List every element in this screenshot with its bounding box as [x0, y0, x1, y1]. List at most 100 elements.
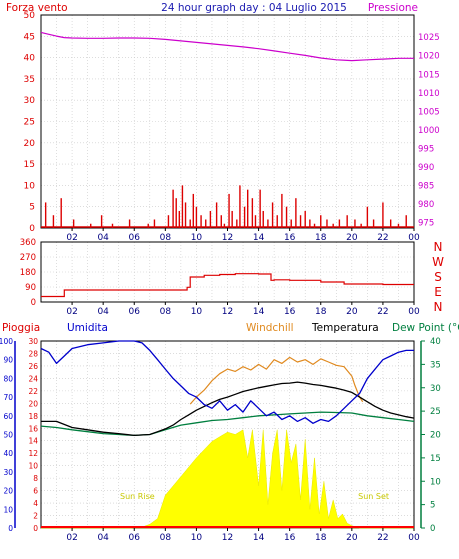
pressure-ytick-980: 980 — [418, 200, 434, 210]
rain-ytick-28: 28 — [28, 349, 38, 358]
humidity-ytick-10: 10 — [3, 505, 13, 514]
pressure-line — [40, 31, 414, 62]
wind-bar — [205, 219, 207, 228]
wind-bar — [172, 189, 174, 228]
wind-bar — [295, 198, 297, 228]
wind-xtick-label-00: 00 — [408, 233, 420, 243]
temp-ytick-15: 15 — [430, 454, 441, 464]
temp-ytick-20: 20 — [430, 431, 441, 441]
pressure-ytick-1015: 1015 — [418, 70, 440, 80]
wind-bar — [231, 210, 233, 228]
wind-bar — [267, 219, 269, 228]
temp-xtick-label-08: 08 — [160, 533, 172, 543]
wind-bar — [259, 189, 261, 228]
wind-ytick-0: 0 — [29, 224, 35, 234]
dir-xtick-label-12: 12 — [222, 307, 233, 317]
wind-bar — [276, 215, 278, 228]
pressure-ytick-1025: 1025 — [418, 33, 440, 43]
wind-bar — [236, 219, 238, 228]
wind-bar — [52, 215, 55, 228]
sunset-label: Sun Set — [358, 492, 389, 501]
wind-bar — [200, 215, 202, 228]
wind-bar — [220, 215, 222, 228]
rain-ytick-4: 4 — [33, 499, 38, 508]
humidity-ytick-0: 0 — [8, 524, 13, 533]
sun-area — [41, 429, 414, 529]
dir-xtick-label-22: 22 — [377, 307, 388, 317]
wind-bar — [360, 223, 362, 228]
wind-bar — [44, 202, 47, 228]
wind-xtick-label-12: 12 — [222, 233, 233, 243]
wind-bar — [332, 223, 334, 228]
wind-bar — [389, 219, 392, 228]
direction-line — [41, 273, 414, 298]
pressure-ytick-995: 995 — [418, 144, 434, 154]
wind-ytick-5: 5 — [29, 203, 35, 213]
temp-xtick-label-20: 20 — [346, 533, 358, 543]
wind-bar — [175, 198, 177, 228]
wind-bar — [309, 219, 311, 228]
wind-bar — [271, 202, 274, 228]
temp-xtick-label-14: 14 — [253, 533, 265, 543]
wind-ytick-40: 40 — [24, 54, 36, 64]
pressure-ytick-1000: 1000 — [418, 126, 440, 136]
temp-xtick-label-16: 16 — [284, 533, 296, 543]
wind-xtick-label-10: 10 — [191, 233, 203, 243]
humidity-ytick-70: 70 — [3, 393, 13, 402]
pressure-ytick-1010: 1010 — [418, 89, 440, 99]
temp-ytick-35: 35 — [430, 360, 441, 370]
rain-ytick-24: 24 — [28, 374, 38, 383]
wind-bar — [290, 219, 292, 228]
pressure-label: Pressione — [368, 2, 418, 14]
wind-ytick-25: 25 — [24, 118, 35, 128]
wind-bar — [184, 202, 187, 228]
temperature-label: Temperatura — [311, 322, 379, 334]
wind-bar — [223, 223, 226, 228]
wind-bar — [262, 210, 264, 228]
rain-ytick-8: 8 — [33, 474, 38, 483]
wind-bar — [326, 219, 328, 228]
wind-xtick-label-22: 22 — [377, 233, 388, 243]
dir-xtick-label-14: 14 — [253, 307, 265, 317]
dir-ytick-180: 180 — [20, 268, 36, 278]
humidity-ytick-20: 20 — [3, 487, 13, 496]
wind-bar — [111, 223, 114, 228]
wind-bar — [281, 193, 283, 228]
wind-bar — [153, 219, 156, 228]
temp-ytick-40: 40 — [430, 337, 441, 347]
wind-bar — [354, 219, 356, 228]
wind-bar — [285, 206, 288, 228]
humidity-ytick-90: 90 — [3, 356, 13, 365]
wind-bar — [60, 198, 62, 228]
humidity-ytick-50: 50 — [3, 431, 13, 440]
rain-ytick-16: 16 — [28, 424, 38, 433]
wind-ytick-20: 20 — [24, 139, 36, 149]
rain-ytick-6: 6 — [33, 487, 38, 496]
dir-xtick-label-04: 04 — [97, 307, 109, 317]
wind-bar — [254, 215, 257, 228]
wind-bar — [189, 219, 191, 228]
wind-bar — [397, 223, 400, 228]
rain-ytick-0: 0 — [33, 524, 38, 533]
dir-compass-2: S — [434, 270, 442, 284]
wind-bar — [215, 202, 218, 228]
temp-ytick-0: 0 — [430, 524, 435, 534]
temp-xtick-label-10: 10 — [191, 533, 203, 543]
dewpoint-line — [40, 411, 415, 437]
dir-compass-0: N — [434, 240, 443, 254]
wind-xtick-label-18: 18 — [315, 233, 327, 243]
humidity-ytick-100: 100 — [0, 337, 13, 346]
humidity-ytick-30: 30 — [3, 468, 13, 477]
temp-xtick-label-22: 22 — [377, 533, 388, 543]
sunrise-label: Sun Rise — [120, 492, 155, 501]
temp-xtick-label-12: 12 — [222, 533, 233, 543]
rain-ytick-30: 30 — [28, 337, 38, 346]
humidity-ytick-80: 80 — [3, 374, 13, 383]
temp-xtick-label-04: 04 — [97, 533, 109, 543]
wind-ytick-35: 35 — [24, 75, 35, 85]
wind-bar — [72, 219, 75, 228]
pressure-ytick-985: 985 — [418, 181, 434, 191]
dir-ytick-90: 90 — [25, 283, 36, 293]
rain-ytick-2: 2 — [33, 512, 38, 521]
